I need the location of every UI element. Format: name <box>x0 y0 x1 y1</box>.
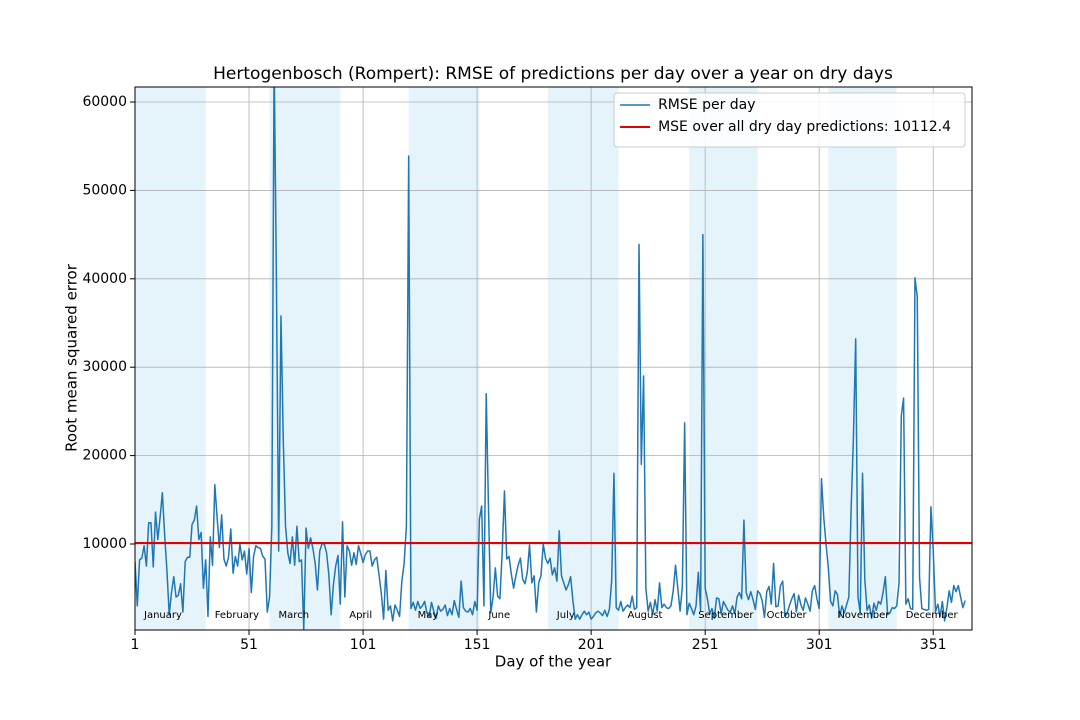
y-tick-label: 20000 <box>82 448 127 464</box>
month-label: June <box>487 610 510 621</box>
y-tick-label: 60000 <box>82 94 127 110</box>
label-layer: January February March April May June July Augu… <box>82 94 958 653</box>
month-shade <box>135 87 206 630</box>
y-axis-label: Root mean squared error <box>63 263 81 452</box>
month-label: April <box>349 610 372 621</box>
month-label: September <box>698 610 754 621</box>
y-tick-label: 10000 <box>82 536 127 552</box>
month-label: December <box>906 610 959 621</box>
x-tick-label: 1 <box>131 637 140 653</box>
month-shade <box>689 87 758 630</box>
plot-frame <box>134 86 973 631</box>
month-label: November <box>837 610 890 621</box>
x-axis-label: Day of the year <box>495 653 612 671</box>
month-label: May <box>418 610 439 621</box>
x-tick-label: 301 <box>806 637 833 653</box>
legend-label: RMSE per day <box>658 97 755 113</box>
x-tick-label: 251 <box>692 637 719 653</box>
chart-title: Hertogenbosch (Rompert): RMSE of predict… <box>213 64 893 84</box>
month-label: March <box>279 610 309 621</box>
month-label: October <box>767 610 808 621</box>
y-tick-label: 40000 <box>82 271 127 287</box>
legend: RMSE per day MSE over all dry day predict… <box>613 92 966 148</box>
x-tick-label: 351 <box>920 637 947 653</box>
data-line <box>135 87 966 630</box>
legend-label: MSE over all dry day predictions: 10112.… <box>658 119 951 135</box>
x-tick-label: 151 <box>464 637 491 653</box>
y-tick-label: 50000 <box>82 182 127 198</box>
x-tick-label: 201 <box>578 637 605 653</box>
month-label: July <box>556 610 575 621</box>
month-label: January <box>143 610 182 621</box>
x-tick-label: 101 <box>350 637 377 653</box>
month-label: February <box>215 610 259 621</box>
legend-box <box>613 92 966 148</box>
month-shade <box>408 87 480 630</box>
x-tick-label: 51 <box>240 637 258 653</box>
y-tick-label: 30000 <box>82 359 127 375</box>
month-label: August <box>627 610 662 621</box>
month-shade <box>828 87 897 630</box>
line-layer <box>135 87 972 630</box>
